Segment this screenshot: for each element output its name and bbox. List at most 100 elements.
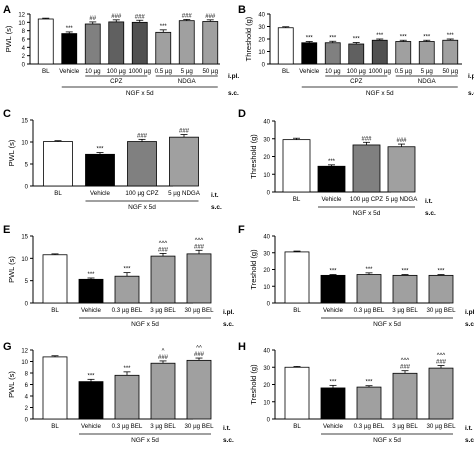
x-tick-label: Vehicle	[81, 307, 102, 314]
significance-mark: ***	[329, 35, 337, 41]
panel-letter: A	[3, 4, 11, 16]
significance-mark: ***	[160, 24, 168, 30]
bar-2	[78, 381, 104, 420]
bar-1	[277, 27, 294, 65]
significance-mark: ^^^	[159, 241, 168, 247]
x-tick-label: Vehicle	[322, 196, 343, 203]
significance-mark: ***	[365, 267, 373, 273]
y-tick-label: 30	[263, 137, 270, 143]
route-label: s.c.	[465, 437, 474, 444]
significance-mark: ***	[66, 26, 74, 32]
x-tick-label: 0.5 µg	[155, 68, 173, 75]
y-tick-label: 4	[25, 395, 29, 401]
route-label: i.t.	[465, 425, 473, 432]
x-tick-label: 10 µg	[325, 68, 341, 75]
bar-4	[392, 372, 418, 420]
y-tick-label: 8	[25, 372, 29, 378]
chart-panel-g: G 0 2 4 6 8 10 12 PWL (s) BL *** Vehicle *** 0.3 µg B…	[3, 341, 234, 444]
treatment-label: NGF x 5d	[373, 321, 401, 328]
x-tick-label: Vehicle	[81, 423, 102, 430]
y-axis-label: PWL (s)	[7, 139, 16, 166]
bar-3	[114, 275, 140, 304]
x-tick-label: 100 µg	[347, 68, 367, 75]
significance-mark: ###	[137, 133, 148, 139]
bar-4	[108, 21, 125, 65]
x-tick-label: 0.3 µg BEL	[112, 307, 143, 314]
y-tick-label: 10	[21, 257, 28, 263]
bar-5	[186, 253, 212, 304]
significance-mark: ***	[328, 159, 336, 165]
x-tick-label: 0.3 µg BEL	[354, 307, 385, 314]
y-tick-label: 20	[263, 268, 270, 274]
y-tick-label: 40	[258, 13, 265, 19]
x-tick-label: 30 µg BEL	[184, 423, 214, 430]
bar-5	[131, 21, 148, 65]
treatment-label: NGF x 5d	[366, 90, 394, 97]
y-axis-label: PWL (s)	[7, 371, 16, 398]
x-tick-label: 5 µg	[421, 68, 434, 75]
chart-panel-a: A 0 2 4 6 8 10 12 PWL (s) BL *** Vehicle ## 10 µg ### 1…	[3, 4, 239, 97]
significance-mark: ^^^	[195, 238, 204, 244]
route-label: i.pl.	[228, 73, 239, 80]
y-tick-label: 6	[22, 38, 26, 44]
x-tick-label: 30 µg BEL	[426, 307, 456, 314]
bar-3	[356, 274, 382, 304]
treatment-label: NGF x 5d	[373, 437, 401, 444]
bar-2	[320, 387, 346, 420]
y-tick-label: 5	[25, 163, 29, 169]
x-tick-label: 5 µg	[181, 68, 194, 75]
route-label: i.t.	[223, 425, 231, 432]
chart-panel-f: F 0 10 20 30 40 Treshold (g) BL *** Vehicle *** 0.3…	[238, 224, 474, 328]
bar-1	[42, 254, 68, 304]
y-tick-label: 40	[263, 349, 270, 355]
bar-1	[42, 356, 68, 420]
route-label: s.c.	[468, 90, 474, 97]
chart-panel-e: E 0 5 10 15 PWL (s) BL *** Vehicle *** 0.3 µg BEL ^…	[3, 224, 234, 328]
x-tick-label: 100 µg CPZ	[350, 196, 383, 203]
panel-letter: H	[238, 341, 246, 353]
route-label: i.t.	[211, 192, 219, 199]
significance-mark: ###	[396, 138, 407, 144]
y-axis-label: Threshold (g)	[249, 134, 258, 179]
x-tick-label: Vehicle	[59, 68, 80, 75]
significance-mark: ###	[158, 247, 169, 253]
x-tick-label: BL	[51, 423, 59, 430]
route-label: s.c.	[465, 321, 474, 328]
route-label: s.c.	[223, 437, 234, 444]
panel-letter: B	[238, 4, 246, 16]
chart-panel-c: C 0 5 10 15 PWL (s) BL *** Vehicle ### 100 µg CPZ #…	[3, 108, 222, 211]
x-tick-label: Vehicle	[323, 423, 344, 430]
y-tick-label: 6	[25, 383, 29, 389]
y-tick-label: 10	[263, 173, 270, 179]
y-tick-label: 20	[258, 38, 265, 44]
x-tick-label: BL	[54, 190, 62, 197]
y-tick-label: 20	[263, 383, 270, 389]
significance-mark: ***	[306, 36, 314, 42]
x-tick-label: 0.3 µg BEL	[112, 423, 143, 430]
x-tick-label: 5 µg NDGA	[168, 190, 201, 197]
significance-mark: ###	[436, 360, 447, 366]
significance-mark: ***	[401, 269, 409, 275]
y-axis-label: PWL (s)	[4, 25, 13, 52]
x-tick-label: 100 µg	[107, 68, 127, 75]
y-tick-label: 15	[21, 119, 28, 125]
bar-3	[114, 374, 140, 420]
bar-5	[371, 39, 388, 65]
x-tick-label: 1000 µg	[129, 68, 152, 75]
x-tick-label: 100 µg CPZ	[125, 190, 158, 197]
x-tick-label: 30 µg BEL	[426, 423, 456, 430]
bar-2	[61, 33, 78, 65]
x-tick-label: 50 µg	[442, 68, 458, 75]
x-tick-label: 50 µg	[202, 68, 218, 75]
treatment-label: NGF x 5d	[131, 321, 159, 328]
y-tick-label: 20	[263, 155, 270, 161]
significance-mark: ***	[123, 366, 131, 372]
route-label: i.pl.	[465, 309, 474, 316]
significance-mark: ###	[158, 355, 169, 361]
bar-8	[202, 21, 219, 65]
x-tick-label: BL	[282, 68, 290, 75]
y-tick-label: 12	[18, 13, 25, 19]
x-tick-label: BL	[42, 68, 50, 75]
bar-3	[356, 386, 382, 420]
bar-5	[186, 359, 212, 420]
